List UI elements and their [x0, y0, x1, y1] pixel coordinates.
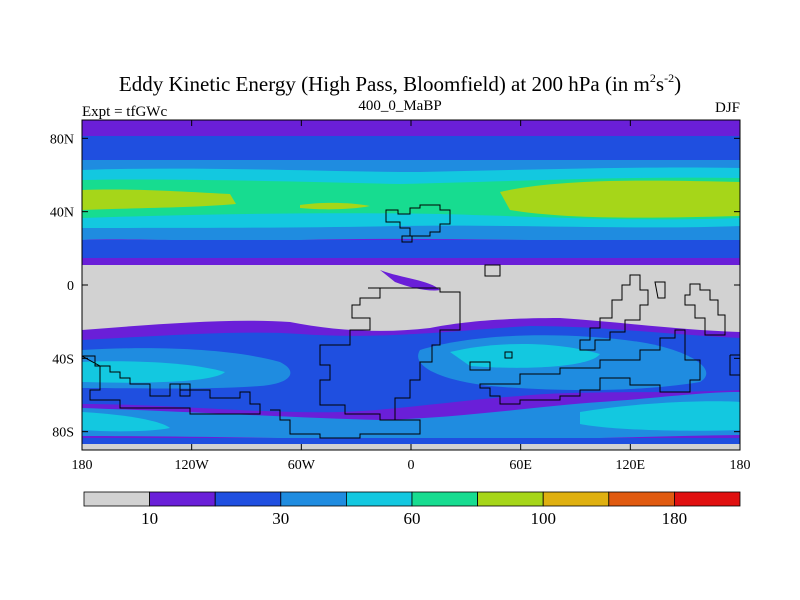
colorbar-swatch	[674, 491, 741, 507]
colorbar-swatch	[411, 491, 478, 507]
colorbar-swatch	[149, 491, 216, 507]
coastline-landmass-west	[82, 355, 261, 415]
colorbar-swatch	[542, 491, 610, 507]
x-tick-label: 120E	[616, 458, 646, 473]
x-tick-label: 120W	[175, 458, 210, 473]
patch-sh-cyan-1	[82, 361, 225, 383]
coastline-island-4	[179, 383, 191, 397]
coastline-layer	[82, 204, 740, 439]
y-tick-label: 40N	[50, 206, 74, 221]
axis-ticks	[81, 120, 741, 450]
colorbar-swatch	[345, 491, 413, 507]
x-tick-label: 0	[408, 458, 415, 473]
band-nh-lower-blue	[82, 240, 740, 258]
coastline-landmass-south-east	[479, 329, 701, 405]
coastline-island-1	[401, 235, 413, 243]
period-label: 400_0_MaBP	[358, 98, 442, 114]
coastline-landmass-central	[319, 287, 461, 421]
coastline-island-6	[504, 351, 513, 359]
y-tick-label: 80S	[52, 426, 74, 441]
coastline-east-edge	[729, 354, 740, 376]
x-tick-label: 180	[730, 458, 751, 473]
colorbar-swatch	[477, 491, 544, 507]
colorbar-label: 100	[530, 509, 556, 528]
x-tick-label: 60E	[509, 458, 532, 473]
y-tick-label: 40S	[52, 352, 74, 367]
colorbar-label: 180	[662, 509, 688, 528]
band-polar-blue	[82, 438, 740, 446]
x-tick-label: 180	[72, 458, 93, 473]
y-tick-label: 0	[67, 279, 74, 294]
experiment-label: Expt = tfGWc	[82, 104, 168, 120]
coastline-island-2	[484, 264, 501, 277]
y-tick-label: 80N	[50, 132, 74, 147]
colorbar-swatch	[608, 491, 675, 507]
colorbar-label: 30	[272, 509, 289, 528]
coastline-island-3	[654, 281, 666, 299]
band-sh-lower-midblue	[82, 392, 740, 440]
band-nh-blue	[82, 136, 740, 164]
field-layer	[82, 120, 740, 450]
coastline-landmass-east-2	[684, 283, 726, 336]
band-tropics-grey	[82, 265, 740, 332]
patch-sh-cyan-3	[82, 412, 170, 432]
colorbar-swatch	[214, 491, 282, 507]
patch-nh-green-1	[82, 189, 236, 210]
coastline-antarctic	[270, 409, 421, 439]
season-label: DJF	[714, 100, 740, 116]
axis-tick-labels: 180 120W 60W 0 60E 120E 180 80N 40N 0 40S 80S	[50, 132, 751, 473]
colorbar-labels: 10 30 60 100 180	[141, 509, 687, 528]
colorbar	[83, 491, 741, 507]
coastline-landmass-north	[385, 204, 451, 237]
colorbar-label: 60	[404, 509, 421, 528]
coastline-landmass-east-1	[579, 274, 649, 351]
patch-sh-cyan-4	[580, 401, 740, 431]
coastline-island-5	[469, 361, 491, 371]
colorbar-swatch	[83, 491, 150, 507]
patch-nh-green-2	[300, 202, 370, 210]
figure-title: Eddy Kinetic Energy (High Pass, Bloomfie…	[118, 71, 682, 96]
x-tick-label: 60W	[288, 458, 316, 473]
patch-nh-green-3	[500, 180, 740, 218]
patch-tropics-purple	[380, 270, 440, 291]
colorbar-label: 10	[141, 509, 158, 528]
colorbar-swatch	[280, 491, 347, 507]
